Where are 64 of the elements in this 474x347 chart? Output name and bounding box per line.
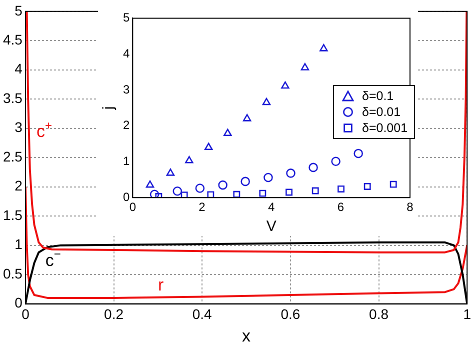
point [286,168,296,178]
x-tick-label: 0.4 [192,306,212,322]
point [180,192,188,198]
y-tick-label: 5 [14,2,23,18]
y-tick-label: 2 [122,118,130,132]
y-tick-label: 1 [122,154,130,168]
point [150,190,160,198]
x-axis-title: x [242,326,252,346]
series-label: r [158,276,164,295]
point [204,142,213,150]
y-tick-label: 0 [122,190,130,204]
series-label: c− [45,247,61,270]
y-tick-label: 1 [14,236,23,252]
point [281,81,290,89]
x-tick-label: 0.2 [104,306,124,322]
y-tick-label: 1.5 [2,206,23,223]
point [233,190,240,198]
x-tick-label: 1 [463,306,472,322]
x-tick-label: 2 [198,200,206,214]
y-tick-label: 4 [122,46,130,60]
y-tick-label: 2 [14,178,23,194]
point [320,44,328,52]
y-tick-label: 4.5 [2,32,23,48]
x-tick-label: 4 [268,200,275,214]
point [195,184,205,193]
point [390,180,397,188]
point [259,190,266,197]
y-tick-label: 0.5 [2,265,23,282]
x-tick-label: 8 [406,200,414,214]
point [331,156,340,166]
y-axis-title: j [100,106,118,111]
point [286,188,292,196]
point [207,191,214,198]
point [264,172,273,182]
point [218,180,228,190]
y-tick-label: 5 [122,10,130,25]
y-tick-label: 2.5 [2,148,23,164]
y-tick-label: 4 [14,60,23,77]
y-tick-label: 3 [14,119,23,136]
point [312,187,319,194]
point [262,98,271,106]
point [224,128,232,136]
x-tick-label: 0.6 [280,306,300,322]
y-tick-label: 0 [14,294,23,311]
point [338,186,344,192]
point [308,162,318,172]
point [146,180,154,188]
series-label: c+ [36,118,52,142]
point [166,168,175,176]
x-tick-label: 6 [337,200,344,214]
x-axis-title: V [266,218,276,236]
point [300,63,310,70]
point [242,114,252,122]
point [185,156,194,164]
point [354,148,363,158]
legend-label: δ=0.001 [362,120,408,136]
point [172,186,182,196]
legend-label: δ=0.01 [362,104,401,120]
y-tick-label: 3 [122,82,130,96]
point [364,183,371,190]
legend-label: δ=0.1 [362,88,394,104]
x-tick-label: 0.8 [369,306,389,322]
y-tick-label: 3.5 [2,90,23,106]
point [240,176,250,186]
